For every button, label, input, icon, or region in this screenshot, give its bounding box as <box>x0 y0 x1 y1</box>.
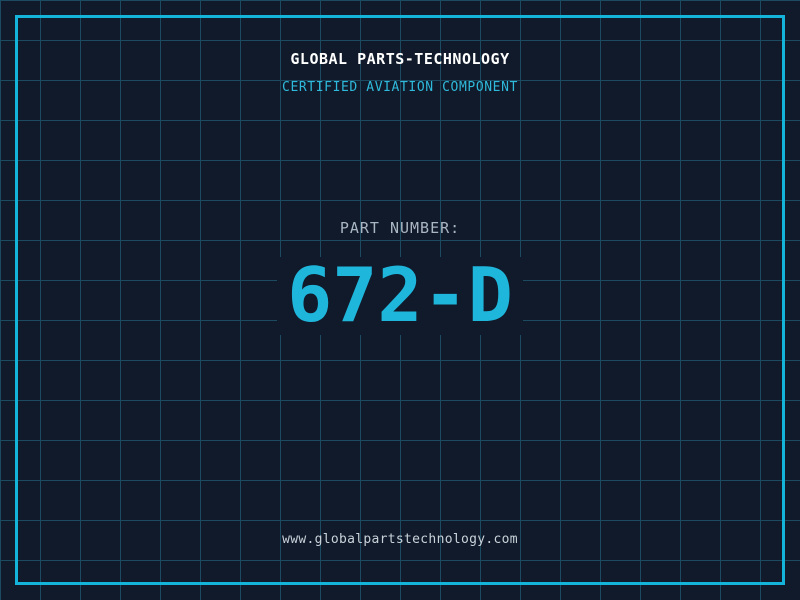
part-number-label: PART NUMBER: <box>339 219 461 237</box>
page-subtitle: CERTIFIED AVIATION COMPONENT <box>282 80 518 95</box>
website-url: www.globalpartstechnology.com <box>282 532 518 547</box>
part-number-value: 672-D <box>277 257 523 335</box>
part-number-row: 672-D <box>0 257 800 335</box>
blueprint-frame <box>15 15 785 585</box>
page-title: GLOBAL PARTS-TECHNOLOGY <box>290 50 510 68</box>
